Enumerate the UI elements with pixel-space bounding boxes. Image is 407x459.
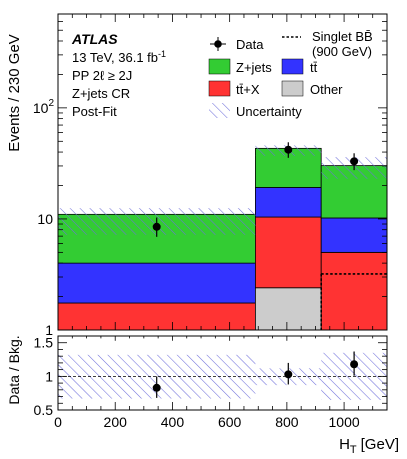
y-axis-label-ratio: Data / Bkg. (6, 335, 22, 404)
x-axis-label-var: H (339, 436, 350, 453)
legend-entry-ttx: tt̄+X (208, 80, 260, 97)
x-tick-label-3: 600 (218, 414, 242, 430)
legend-label-data: Data (236, 37, 264, 52)
legend-entry-signal: Singlet BB̄ (900 GeV) (282, 29, 373, 59)
ratio-y-ticks: 0.5 1 1.5 (34, 335, 387, 418)
legend-label-uncertainty: Uncertainty (236, 104, 302, 119)
ratio-panel: 0 200 400 600 800 1000 0.5 1 1.5 (34, 335, 388, 430)
data-point-0 (152, 222, 161, 231)
x-axis-label-unit: [GeV] (361, 436, 399, 453)
atlas-label-block: ATLAS 13 TeV, 36.1 fb-1 PP 2ℓ ≥ 2J Z+jet… (71, 31, 166, 119)
y-tick-label-main-2: 102 (33, 98, 55, 116)
y-tick-label-exp-2: 2 (48, 98, 54, 109)
data-points (152, 142, 359, 237)
x-tick-label-1: 200 (104, 414, 128, 430)
energy-lumi-label: 13 TeV, 36.1 fb-1 (72, 49, 166, 65)
x-tick-label-4: 800 (275, 414, 299, 430)
data-point-2 (350, 157, 359, 166)
legend-entry-uncertainty: Uncertainty (209, 103, 302, 119)
x-tick-label-0: 0 (54, 414, 62, 430)
y-tick-label-ratio-1: 1 (45, 368, 53, 384)
legend-entry-data: Data (210, 37, 264, 52)
legend: Data Z+jets tt̄+X Uncertainty Singlet BB… (208, 29, 373, 119)
ratio-point-2 (350, 360, 359, 369)
y-tick-label-ratio-2: 1.5 (34, 335, 54, 351)
ratio-point-0 (152, 383, 161, 392)
main-frame (57, 13, 388, 331)
bar-2-bin-1 (254, 187, 322, 218)
energy-lumi-text: 13 TeV, 36.1 fb (72, 50, 158, 65)
bar-2-bin-0 (57, 262, 256, 304)
legend-entry-other: Other (281, 80, 343, 97)
x-axis-label-sub: T (350, 444, 357, 456)
legend-label-ttbar: tt̄ (310, 60, 318, 75)
ratio-points (152, 351, 359, 398)
region-label: Z+jets CR (72, 86, 130, 101)
legend-entry-ttbar: tt̄ (281, 58, 318, 75)
x-axis-label: HT [GeV] (339, 436, 399, 456)
y-tick-label-ratio-0: 0.5 (34, 402, 54, 418)
bar-0-bin-1 (254, 287, 322, 331)
ratio-point-1 (284, 370, 293, 379)
y-axis-label-main: Events / 230 GeV (6, 34, 23, 152)
bar-1-bin-1 (254, 216, 322, 289)
y-tick-label-base-2: 10 (33, 100, 49, 116)
lumi-exponent: -1 (158, 49, 166, 59)
ratio-frame (57, 335, 388, 411)
selection-label: PP 2ℓ ≥ 2J (72, 68, 132, 83)
bar-2-bin-2 (320, 217, 388, 253)
x-tick-label-5: 1000 (329, 414, 360, 430)
legend-label-signal-1: Singlet BB̄ (312, 29, 373, 44)
main-x-ticks (57, 14, 388, 330)
data-point-1 (284, 145, 293, 154)
atlas-label: ATLAS (71, 31, 118, 47)
ratio-uncertainty-band (58, 352, 387, 400)
legend-label-other: Other (310, 82, 343, 97)
legend-entry-zjets: Z+jets (208, 58, 272, 75)
bar-1-bin-0 (57, 302, 256, 331)
y-tick-label-main-1: 10 (37, 211, 53, 227)
y-tick-label-main-0: 1 (45, 322, 53, 338)
fit-label: Post-Fit (72, 104, 117, 119)
ratio-x-ticks: 0 200 400 600 800 1000 (54, 336, 388, 430)
signal-line (320, 273, 387, 330)
legend-label-ttx: tt̄+X (236, 82, 260, 97)
legend-label-signal-2: (900 GeV) (312, 44, 372, 59)
legend-label-zjets: Z+jets (236, 60, 272, 75)
x-tick-label-2: 400 (161, 414, 185, 430)
bar-1-bin-2 (320, 251, 388, 331)
